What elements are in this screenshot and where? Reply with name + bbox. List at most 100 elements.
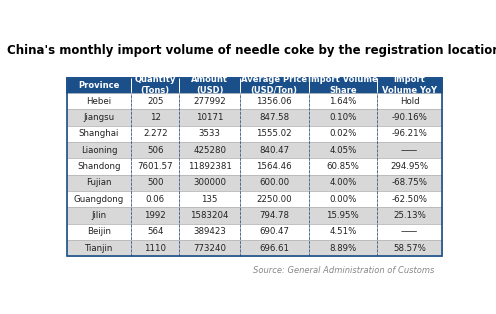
Text: ——: —— <box>401 227 418 236</box>
Bar <box>309 158 377 175</box>
Bar <box>180 109 240 126</box>
Text: 0.06: 0.06 <box>146 195 165 204</box>
Bar <box>377 191 442 208</box>
Bar <box>131 93 180 109</box>
Bar <box>240 191 309 208</box>
Text: Fujian: Fujian <box>86 178 112 187</box>
Text: 10171: 10171 <box>196 113 223 122</box>
Bar <box>66 191 131 208</box>
Text: 4.00%: 4.00% <box>329 178 357 187</box>
Bar <box>180 126 240 142</box>
Text: Shanghai: Shanghai <box>79 129 119 138</box>
Text: 15.95%: 15.95% <box>326 211 359 220</box>
Bar <box>240 78 309 93</box>
Bar <box>131 191 180 208</box>
Text: Beijin: Beijin <box>87 227 111 236</box>
Text: 564: 564 <box>147 227 164 236</box>
Bar <box>66 175 131 191</box>
Bar <box>309 109 377 126</box>
Bar <box>309 142 377 158</box>
Text: 3533: 3533 <box>199 129 221 138</box>
Text: Jiangsu: Jiangsu <box>83 113 115 122</box>
Bar <box>66 126 131 142</box>
Bar <box>131 158 180 175</box>
Text: Tianjin: Tianjin <box>85 244 113 253</box>
Text: 8.89%: 8.89% <box>329 244 357 253</box>
Text: 425280: 425280 <box>193 146 226 155</box>
Text: 0.10%: 0.10% <box>329 113 357 122</box>
Bar <box>66 240 131 257</box>
Text: Guangdong: Guangdong <box>74 195 124 204</box>
Bar <box>131 175 180 191</box>
Bar <box>66 208 131 224</box>
Text: 205: 205 <box>147 97 164 106</box>
Text: 60.85%: 60.85% <box>326 162 359 171</box>
Bar <box>240 109 309 126</box>
Text: 4.05%: 4.05% <box>329 146 357 155</box>
Text: Amount
(USD): Amount (USD) <box>191 75 228 95</box>
Bar <box>309 224 377 240</box>
Bar <box>131 208 180 224</box>
Text: Liaoning: Liaoning <box>81 146 117 155</box>
Text: 847.58: 847.58 <box>259 113 289 122</box>
Text: 690.47: 690.47 <box>259 227 289 236</box>
Bar <box>66 142 131 158</box>
Bar <box>377 224 442 240</box>
Bar <box>66 158 131 175</box>
Text: 277992: 277992 <box>193 97 226 106</box>
Text: Province: Province <box>78 81 120 90</box>
Bar <box>66 78 131 93</box>
Text: Shandong: Shandong <box>77 162 121 171</box>
Text: 0.02%: 0.02% <box>329 129 357 138</box>
Text: 135: 135 <box>201 195 218 204</box>
Bar <box>180 93 240 109</box>
Text: 1992: 1992 <box>144 211 166 220</box>
Text: 4.51%: 4.51% <box>329 227 357 236</box>
Text: Hebei: Hebei <box>86 97 112 106</box>
Bar <box>377 175 442 191</box>
Bar <box>180 175 240 191</box>
Text: 840.47: 840.47 <box>259 146 289 155</box>
Text: 773240: 773240 <box>193 244 226 253</box>
Bar <box>377 142 442 158</box>
Text: 7601.57: 7601.57 <box>137 162 173 171</box>
Bar <box>131 78 180 93</box>
Bar <box>180 191 240 208</box>
Text: -96.21%: -96.21% <box>391 129 428 138</box>
Text: 58.57%: 58.57% <box>393 244 426 253</box>
Bar <box>131 109 180 126</box>
Bar <box>377 126 442 142</box>
Text: Source: General Administration of Customs: Source: General Administration of Custom… <box>253 266 435 275</box>
Bar <box>309 191 377 208</box>
Bar <box>240 208 309 224</box>
Text: 2250.00: 2250.00 <box>256 195 292 204</box>
Text: -62.50%: -62.50% <box>391 195 428 204</box>
Bar <box>180 240 240 257</box>
Text: 500: 500 <box>147 178 164 187</box>
Bar <box>131 126 180 142</box>
Text: 1110: 1110 <box>144 244 166 253</box>
Text: Import Volume
Share: Import Volume Share <box>308 75 378 95</box>
Text: 25.13%: 25.13% <box>393 211 426 220</box>
Bar <box>66 78 442 93</box>
Bar <box>240 126 309 142</box>
Text: Import
Volume YoY: Import Volume YoY <box>382 75 437 95</box>
Bar <box>66 224 131 240</box>
Bar <box>180 224 240 240</box>
Bar <box>240 224 309 240</box>
Bar <box>66 78 442 257</box>
Bar <box>180 158 240 175</box>
Text: 2.272: 2.272 <box>143 129 168 138</box>
Text: 0.00%: 0.00% <box>329 195 357 204</box>
Bar <box>309 126 377 142</box>
Text: 1555.02: 1555.02 <box>256 129 292 138</box>
Bar <box>66 93 131 109</box>
Text: 1583204: 1583204 <box>190 211 229 220</box>
Bar <box>240 142 309 158</box>
Bar <box>240 175 309 191</box>
Text: 506: 506 <box>147 146 164 155</box>
Text: 696.61: 696.61 <box>259 244 289 253</box>
Bar <box>240 93 309 109</box>
Text: Average Price
(USD/Ton): Average Price (USD/Ton) <box>241 75 308 95</box>
Bar <box>377 78 442 93</box>
